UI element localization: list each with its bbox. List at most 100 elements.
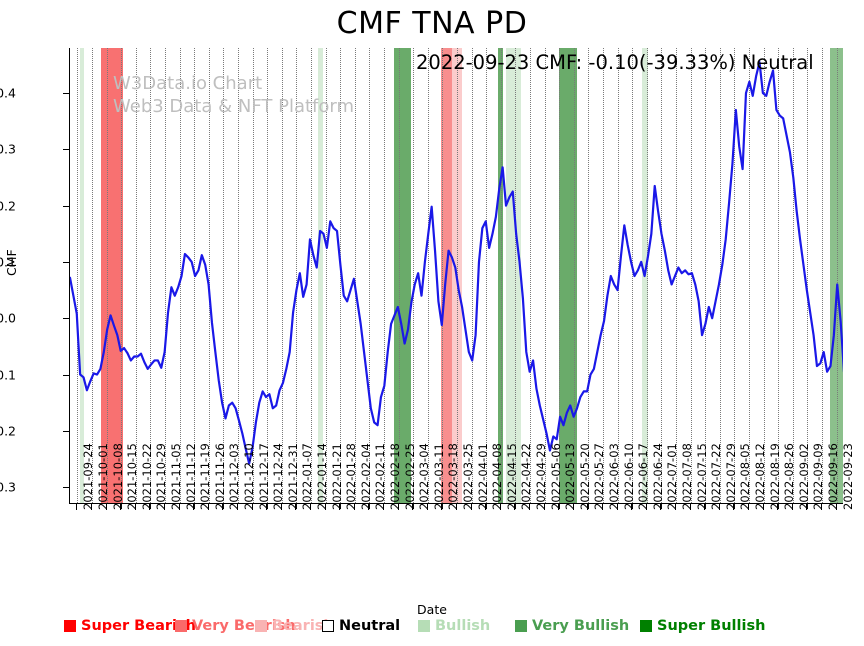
x-tick-mark	[558, 504, 560, 510]
x-tick-mark	[616, 504, 618, 510]
grid-line	[690, 48, 692, 503]
x-tick-mark	[499, 504, 501, 510]
y-tick-mark	[63, 318, 69, 320]
condition-band	[505, 48, 522, 503]
x-tick-label: 2021-10-29	[154, 443, 169, 510]
plot-area	[69, 48, 843, 504]
grid-line	[603, 48, 605, 503]
x-tick-label: 2022-09-16	[826, 443, 841, 510]
x-tick-label: 2022-03-25	[461, 443, 475, 510]
x-tick-label: 2022-07-08	[680, 443, 695, 510]
x-tick-mark	[368, 504, 370, 510]
y-tick-label: −0.1	[0, 367, 16, 383]
x-tick-label: 2021-11-19	[198, 443, 213, 510]
legend-swatch-icon	[255, 620, 267, 632]
grid-line	[150, 48, 152, 503]
x-tick-mark	[163, 504, 165, 510]
x-tick-mark	[470, 504, 472, 510]
x-tick-mark	[441, 504, 443, 510]
x-tick-mark	[309, 504, 311, 510]
y-tick-mark	[63, 261, 69, 263]
legend-label: Very Bullish	[532, 618, 630, 634]
grid-line	[632, 48, 634, 503]
grid-line	[208, 48, 210, 503]
legend-item-super-bullish[interactable]: Super Bullish	[640, 618, 765, 634]
legend-label: Super Bearish	[81, 618, 196, 634]
y-tick-mark	[63, 149, 69, 151]
x-tick-label: 2022-09-09	[811, 443, 826, 510]
x-tick-mark	[543, 504, 545, 510]
grid-line	[369, 48, 371, 503]
x-tick-label: 2022-02-04	[358, 443, 373, 510]
x-tick-mark	[631, 504, 633, 510]
y-tick-label: 0.0	[0, 310, 16, 326]
x-tick-mark	[178, 504, 180, 510]
x-tick-mark	[689, 504, 691, 510]
grid-line	[588, 48, 590, 503]
page-title: CMF TNA PD	[336, 6, 528, 41]
legend-item-bearish[interactable]: Bearish	[255, 618, 334, 634]
x-tick-mark	[412, 504, 414, 510]
x-tick-label: 2022-08-26	[782, 443, 797, 510]
x-tick-mark	[587, 504, 589, 510]
x-tick-label: 2021-12-10	[241, 443, 256, 510]
x-tick-label: 2022-04-15	[504, 443, 519, 510]
grid-line	[413, 48, 415, 503]
grid-line	[325, 48, 327, 503]
x-tick-label: 2021-11-12	[183, 443, 198, 510]
y-axis-label: CMF	[4, 249, 19, 276]
grid-line	[646, 48, 648, 503]
cmf-line-series	[70, 60, 843, 465]
grid-line	[383, 48, 385, 503]
grid-line	[106, 48, 108, 503]
grid-line	[135, 48, 137, 503]
x-tick-mark	[529, 504, 531, 510]
legend-item-super-bearish[interactable]: Super Bearish	[64, 618, 196, 634]
x-tick-mark	[762, 504, 764, 510]
x-tick-label: 2021-10-22	[139, 443, 154, 510]
grid-line	[252, 48, 254, 503]
x-tick-label: 2021-10-01	[95, 443, 110, 510]
latest-value-annotation: 2022-09-23 CMF: -0.10(-39.33%) Neutral	[416, 51, 814, 74]
y-tick-label: 0.2	[0, 198, 16, 214]
grid-line	[121, 48, 123, 503]
x-tick-label: 2022-01-14	[314, 443, 329, 510]
legend-swatch-icon	[64, 620, 76, 632]
grid-line	[442, 48, 444, 503]
x-tick-label: 2022-07-15	[694, 443, 709, 510]
y-tick-mark	[63, 205, 69, 207]
legend-item-neutral[interactable]: Neutral	[322, 618, 400, 634]
legend-item-very-bullish[interactable]: Very Bullish	[515, 618, 629, 634]
x-tick-label: 2022-04-22	[519, 443, 534, 510]
grid-line	[164, 48, 166, 503]
x-tick-label: 2021-12-03	[227, 443, 242, 510]
legend-item-very-bearish[interactable]: Very Bearish	[175, 618, 296, 634]
x-tick-mark	[222, 504, 224, 510]
condition-band	[79, 48, 85, 503]
x-tick-label: 2021-11-05	[168, 443, 183, 510]
x-tick-mark	[572, 504, 574, 510]
condition-band	[498, 48, 504, 503]
legend-swatch-icon	[418, 620, 430, 632]
x-tick-mark	[835, 504, 837, 510]
y-tick-mark	[63, 487, 69, 489]
x-tick-label: 2021-12-17	[256, 443, 271, 510]
y-tick-label: −0.3	[0, 479, 16, 495]
x-tick-label: 2022-06-10	[621, 443, 636, 510]
x-tick-label: 2022-05-13	[563, 443, 578, 510]
grid-line	[281, 48, 283, 503]
x-tick-label: 2022-04-08	[490, 443, 505, 510]
x-tick-label: 2022-01-07	[300, 443, 315, 510]
x-tick-mark	[266, 504, 268, 510]
x-tick-mark	[280, 504, 282, 510]
legend-item-bullish[interactable]: Bullish	[418, 618, 490, 634]
x-tick-label: 2022-06-17	[636, 443, 651, 510]
grid-line	[792, 48, 794, 503]
x-tick-mark	[90, 504, 92, 510]
grid-line	[544, 48, 546, 503]
grid-line	[427, 48, 429, 503]
grid-line	[179, 48, 181, 503]
grid-line	[530, 48, 532, 503]
x-tick-label: 2021-10-15	[125, 443, 140, 510]
